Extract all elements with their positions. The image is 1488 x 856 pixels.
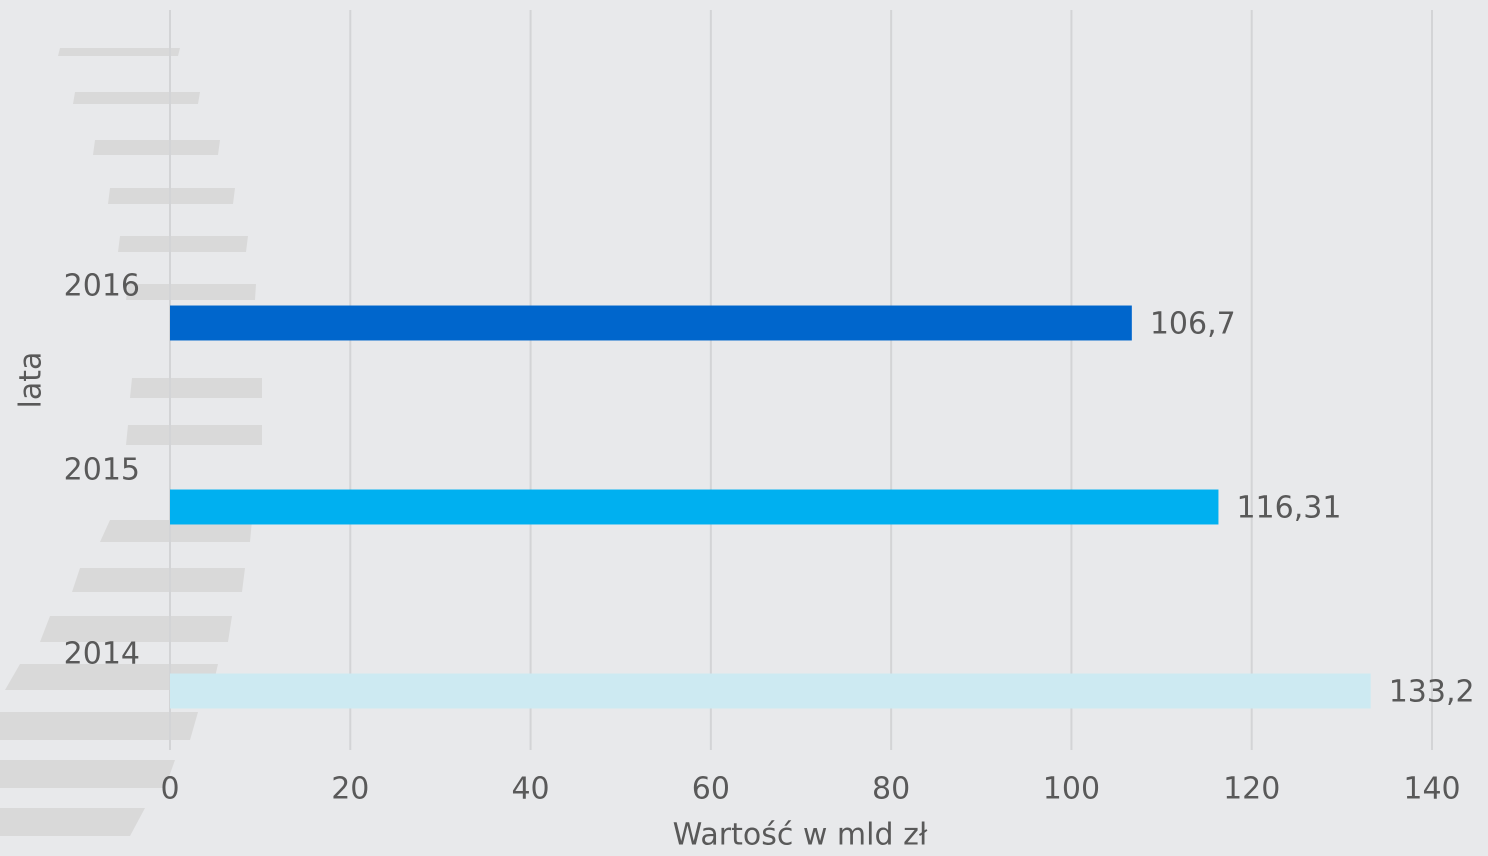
x-tick-label: 60 — [692, 772, 730, 807]
x-tick-label: 0 — [160, 772, 179, 807]
y-tick-label: 2015 — [64, 453, 140, 488]
grid: 0 20 40 60 80 100 120 140 — [160, 10, 1461, 807]
x-tick-label: 40 — [511, 772, 549, 807]
bar — [170, 305, 1132, 341]
bar — [170, 489, 1219, 525]
x-tick-label: 100 — [1043, 772, 1100, 807]
data-label: 106,7 — [1150, 307, 1236, 342]
data-label: 133,2 — [1389, 675, 1475, 710]
y-axis-title: lata — [14, 352, 49, 409]
x-tick-label: 120 — [1223, 772, 1280, 807]
data-label: 116,31 — [1236, 491, 1341, 526]
y-tick-label: 2014 — [64, 637, 140, 672]
x-axis-title: Wartość w mld zł — [673, 818, 928, 853]
decoration — [0, 48, 262, 836]
x-tick-label: 80 — [872, 772, 910, 807]
x-tick-label: 140 — [1403, 772, 1460, 807]
bar — [170, 673, 1371, 709]
bars: 2016 106,7 2015 116,31 2014 133,2 — [64, 269, 1475, 710]
x-tick-label: 20 — [331, 772, 369, 807]
y-tick-label: 2016 — [64, 269, 140, 304]
